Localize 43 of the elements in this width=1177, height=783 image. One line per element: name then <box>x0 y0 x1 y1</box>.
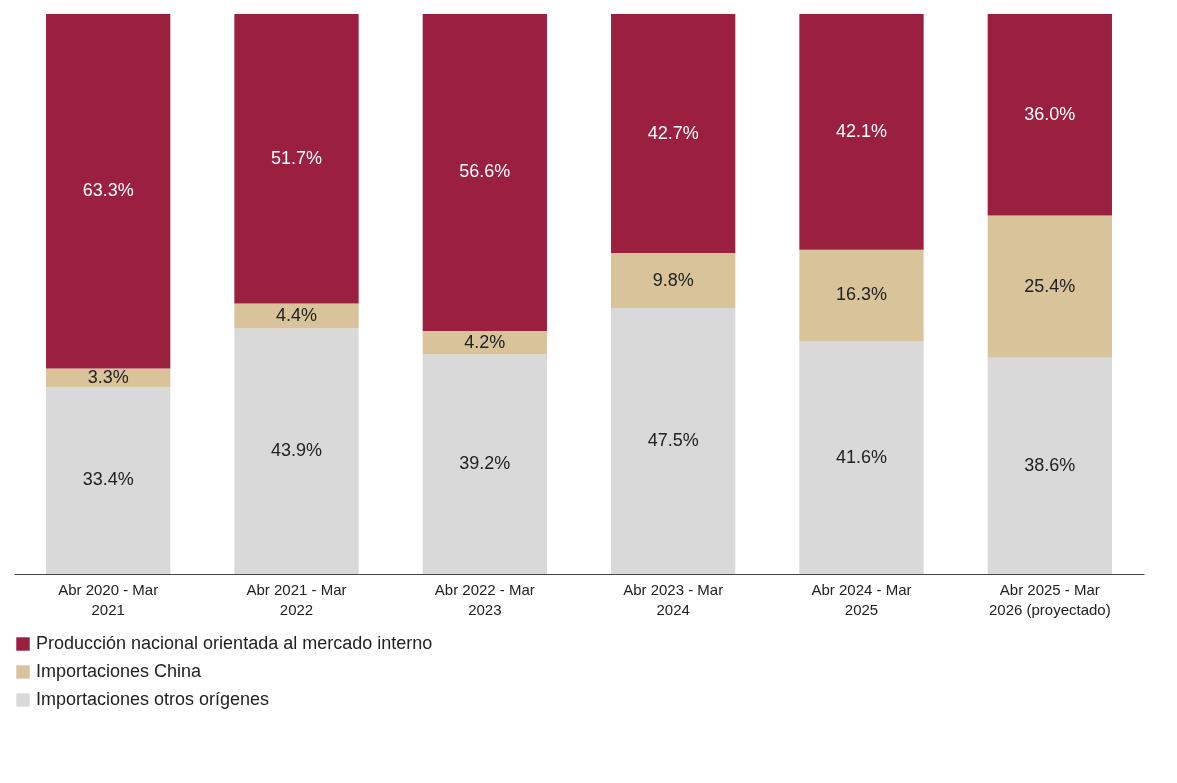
data-label: 43.9% <box>270 440 323 461</box>
bar <box>611 308 736 574</box>
data-label: 38.6% <box>1024 454 1076 475</box>
x-tick-label: Abr 2020 - Mar 2021 <box>58 580 159 618</box>
x-tick-label: Abr 2023 - Mar 2024 <box>623 580 724 618</box>
bar <box>422 354 547 574</box>
data-label: 36.0% <box>1024 103 1076 124</box>
data-label: 33.4% <box>82 469 134 490</box>
bar <box>987 215 1112 358</box>
bar <box>799 14 924 250</box>
legend-label: Importaciones China <box>36 661 203 681</box>
x-tick-label: Abr 2021 - Mar 2022 <box>246 580 347 618</box>
data-label: 47.5% <box>647 430 699 450</box>
bar <box>987 14 1112 216</box>
bar <box>46 368 171 387</box>
bar <box>987 357 1112 574</box>
bar <box>422 14 547 331</box>
legend-label: Importaciones otros orígenes <box>36 689 270 709</box>
data-label: 3.3% <box>87 366 129 387</box>
data-label: 56.6% <box>459 161 511 182</box>
data-label: 4.2% <box>464 331 506 352</box>
bar <box>234 14 359 304</box>
data-label: 63.3% <box>82 180 134 201</box>
x-tick-label: Abr 2024 - Mar 2025 <box>811 580 912 618</box>
data-label: 39.2% <box>459 453 511 474</box>
data-label: 25.4% <box>1024 275 1076 296</box>
data-label: 9.8% <box>652 269 694 290</box>
bar <box>799 341 924 574</box>
data-label: 4.4% <box>275 304 318 325</box>
bar <box>799 249 924 342</box>
bar <box>234 328 359 574</box>
x-tick-label: Abr 2022 - Mar 2023 <box>434 580 535 618</box>
x-tick-label: Abr 2025 - Mar 2026 (proyectado) <box>988 580 1111 618</box>
bar <box>46 14 171 369</box>
bar <box>46 386 171 574</box>
legend-label: Producción nacional orientada al mercado interno <box>36 633 433 653</box>
bar <box>611 253 736 308</box>
data-label: 16.3% <box>835 284 888 305</box>
data-label: 41.6% <box>835 446 888 467</box>
bar <box>611 14 736 254</box>
data-label: 42.7% <box>647 122 699 143</box>
data-label: 42.1% <box>835 120 888 141</box>
data-label: 51.7% <box>270 147 323 168</box>
